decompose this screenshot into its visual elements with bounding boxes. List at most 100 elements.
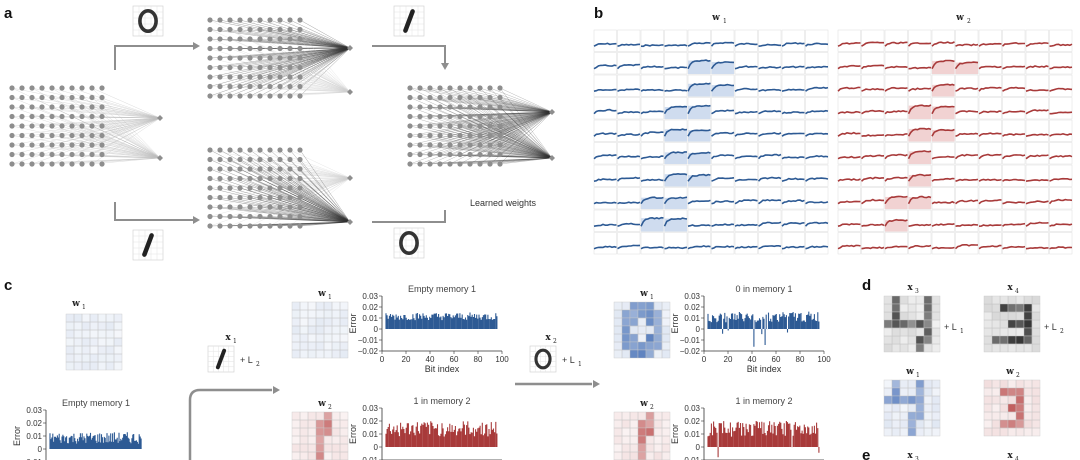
synapse-line (269, 216, 351, 223)
heatmap-cell (891, 295, 901, 305)
heatmap-cell (931, 327, 941, 337)
neuron-dot (207, 55, 213, 61)
weight-trace (978, 224, 1002, 227)
neuron-dot (497, 142, 503, 148)
synapse-line (259, 216, 351, 223)
heatmap-cell (653, 309, 663, 319)
heatmap-cell (1031, 395, 1041, 405)
weight-trace (734, 199, 758, 205)
heatmap-cell (331, 419, 341, 429)
neuron-dot (247, 156, 253, 163)
synapse-line (249, 197, 351, 223)
weight-cell (837, 74, 861, 97)
weight-cell (711, 29, 735, 52)
heatmap-cell (291, 435, 301, 445)
heatmap-cell (73, 321, 83, 331)
w1-weight-traces (593, 29, 829, 255)
synapse-line (459, 154, 553, 159)
weight-trace (860, 64, 885, 70)
synapse-line (299, 178, 351, 223)
neuron-dot (89, 104, 95, 110)
synapse-line (249, 177, 351, 227)
weight-trace (955, 223, 979, 227)
heatmap-cell (931, 395, 941, 405)
d-plus-L1-subscript: 1 (960, 328, 964, 335)
heatmap-cell (323, 317, 333, 327)
weight-trace (861, 246, 885, 250)
weight-cell (640, 164, 664, 187)
weight-trace (805, 245, 829, 250)
neuron-dot (407, 85, 413, 91)
weight-trace (1025, 65, 1049, 70)
weight-trace (837, 64, 861, 70)
heatmap-cell (661, 435, 671, 445)
heatmap-cell (999, 427, 1009, 437)
weight-trace (907, 150, 932, 160)
weight-cell (931, 164, 955, 187)
weight-trace (758, 221, 782, 227)
weight-cell (1049, 164, 1073, 187)
heatmap-cell (89, 329, 99, 339)
neuron-dot (277, 166, 283, 172)
synapse-line (259, 159, 351, 223)
c-plus-L1: + L (562, 355, 575, 365)
weight-cell (861, 164, 885, 187)
neuron-dot (297, 185, 303, 191)
weight-trace (617, 110, 641, 115)
synapse-line (269, 86, 351, 93)
weight-cell (1025, 74, 1049, 97)
neuron-dot (39, 132, 45, 139)
synapse-line (289, 19, 351, 49)
weight-trace (758, 245, 782, 250)
weight-cell (978, 164, 1002, 187)
neuron-dot (257, 166, 263, 172)
weight-cell (617, 209, 641, 232)
neuron-dot (227, 64, 233, 71)
neuron-dot (227, 213, 233, 220)
heatmap-cell (81, 361, 91, 371)
weight-trace (805, 201, 829, 205)
synapse-line (269, 38, 351, 49)
weight-trace (640, 110, 664, 115)
weight-cell (861, 74, 885, 97)
neuron-dot (407, 151, 413, 158)
heatmap-cell (629, 341, 639, 351)
synapse-line (299, 216, 351, 223)
synapse-line (499, 135, 553, 159)
arrow-head-top (193, 42, 200, 50)
synapse-line (469, 111, 553, 146)
weight-trace (805, 65, 829, 70)
heatmap-cell (613, 427, 623, 437)
synapse-line (409, 144, 553, 159)
heatmap-cell (613, 325, 623, 335)
arrow-c-to-middle (188, 388, 272, 460)
synapse-line (249, 47, 351, 78)
heatmap-cell (907, 403, 917, 413)
weight-cell-fill (664, 197, 687, 209)
neuron-dot (237, 55, 243, 61)
heatmap-cell (931, 403, 941, 413)
weight-cell-fill (664, 152, 687, 164)
neuron-dot (207, 45, 213, 52)
heatmap-cell (645, 435, 655, 445)
synapse-line (71, 106, 161, 159)
c-w1-left-subscript: 1 (82, 304, 86, 311)
heatmap-cell (899, 327, 909, 337)
weight-cell (593, 232, 617, 255)
heatmap-cell (931, 427, 941, 437)
synapse-line (259, 149, 351, 223)
weight-cell (861, 52, 885, 75)
y-tick-label: −0.01 (358, 456, 379, 460)
error-bars (707, 311, 820, 347)
synapse-line (91, 125, 161, 159)
heatmap-cell (1015, 303, 1025, 313)
neuron-dot (79, 123, 85, 129)
neuron-dot (9, 113, 15, 120)
synapse-line (11, 116, 161, 159)
weight-trace (1049, 246, 1073, 250)
y-axis-label: Error (348, 313, 358, 333)
heatmap-cell (653, 301, 663, 311)
heatmap-cell (1007, 387, 1017, 397)
heatmap-cell (113, 329, 123, 339)
weight-trace (908, 87, 932, 92)
